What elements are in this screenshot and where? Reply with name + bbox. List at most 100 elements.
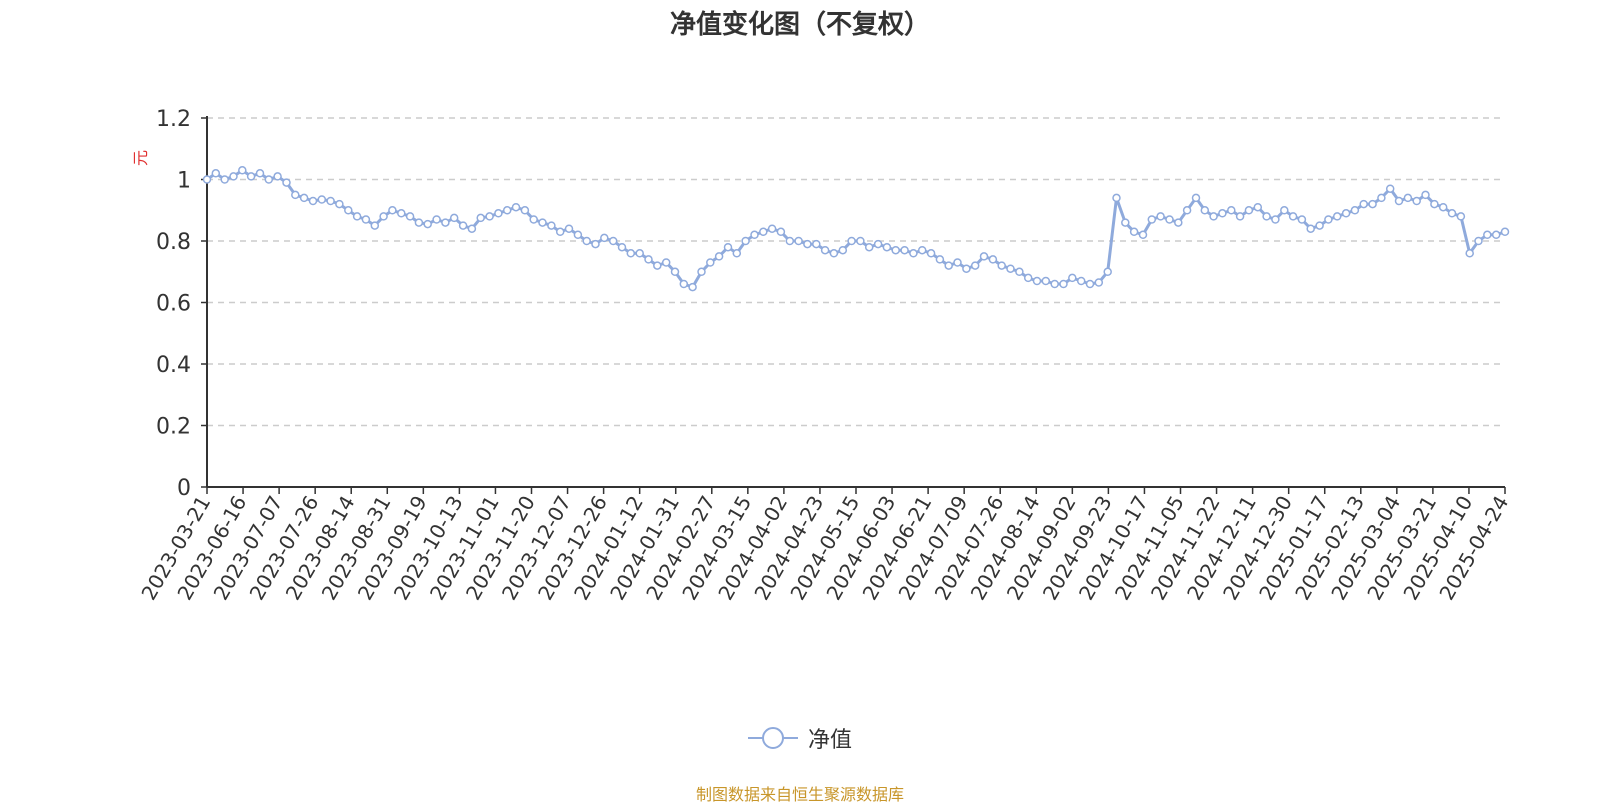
data-point[interactable]: [564, 224, 574, 233]
data-point[interactable]: [573, 230, 583, 240]
data-point[interactable]: [1085, 279, 1095, 289]
data-point[interactable]: [873, 239, 883, 249]
data-point[interactable]: [397, 209, 406, 218]
data-point[interactable]: [812, 239, 821, 249]
data-point[interactable]: [617, 242, 627, 252]
data-point[interactable]: [467, 224, 477, 233]
data-point[interactable]: [502, 206, 512, 215]
data-point[interactable]: [1076, 276, 1086, 286]
data-point[interactable]: [979, 252, 989, 261]
data-point[interactable]: [1359, 199, 1368, 209]
data-point[interactable]: [608, 236, 618, 246]
data-point[interactable]: [1403, 193, 1413, 203]
data-point[interactable]: [1121, 218, 1130, 227]
data-point[interactable]: [917, 245, 927, 255]
data-point[interactable]: [238, 166, 247, 175]
data-point[interactable]: [670, 267, 680, 277]
data-point[interactable]: [785, 236, 795, 246]
data-point[interactable]: [1059, 279, 1068, 289]
data-point[interactable]: [379, 212, 388, 221]
data-point[interactable]: [211, 169, 221, 178]
data-point[interactable]: [1165, 215, 1174, 224]
data-point[interactable]: [1394, 196, 1404, 206]
data-point[interactable]: [847, 236, 856, 246]
data-point[interactable]: [485, 212, 494, 221]
data-point[interactable]: [953, 258, 962, 267]
data-point[interactable]: [202, 175, 212, 184]
data-point[interactable]: [1227, 206, 1236, 215]
data-point[interactable]: [1271, 215, 1280, 224]
data-point[interactable]: [1200, 206, 1210, 215]
legend[interactable]: 净值: [0, 722, 1600, 756]
data-point[interactable]: [1456, 212, 1466, 221]
data-point[interactable]: [229, 172, 238, 181]
data-point[interactable]: [1324, 215, 1333, 224]
data-point[interactable]: [1421, 190, 1430, 200]
data-point[interactable]: [1112, 193, 1121, 203]
data-point[interactable]: [326, 196, 335, 206]
data-point[interactable]: [1306, 224, 1315, 233]
data-point[interactable]: [273, 172, 282, 181]
data-point[interactable]: [891, 245, 900, 255]
data-point[interactable]: [1209, 212, 1218, 221]
data-point[interactable]: [1474, 236, 1483, 246]
data-point[interactable]: [1182, 206, 1192, 215]
data-point[interactable]: [388, 206, 397, 215]
data-point[interactable]: [529, 215, 538, 224]
data-point[interactable]: [962, 264, 971, 273]
data-point[interactable]: [220, 175, 229, 184]
data-point[interactable]: [1023, 273, 1033, 283]
data-point[interactable]: [1156, 212, 1165, 221]
data-point[interactable]: [405, 212, 415, 221]
data-point[interactable]: [988, 255, 998, 264]
data-point[interactable]: [1235, 212, 1245, 221]
data-point[interactable]: [741, 236, 750, 246]
data-point[interactable]: [1341, 209, 1351, 218]
data-point[interactable]: [926, 249, 936, 258]
data-point[interactable]: [803, 239, 812, 249]
data-point[interactable]: [1350, 206, 1360, 215]
data-point[interactable]: [944, 261, 953, 270]
data-point[interactable]: [582, 236, 591, 246]
data-point[interactable]: [317, 195, 327, 204]
data-point[interactable]: [1385, 184, 1395, 193]
data-point[interactable]: [776, 227, 786, 237]
data-point[interactable]: [1068, 273, 1077, 283]
data-point[interactable]: [909, 249, 918, 258]
data-point[interactable]: [794, 236, 803, 246]
data-point[interactable]: [1500, 227, 1510, 237]
data-point[interactable]: [555, 227, 565, 237]
data-point[interactable]: [1103, 267, 1112, 277]
data-point[interactable]: [299, 193, 309, 203]
data-point[interactable]: [1332, 212, 1342, 221]
data-point[interactable]: [688, 282, 697, 292]
data-point[interactable]: [511, 202, 521, 212]
data-point[interactable]: [1465, 249, 1474, 258]
data-point[interactable]: [1015, 267, 1024, 277]
data-point[interactable]: [1138, 230, 1148, 240]
data-point[interactable]: [697, 267, 706, 277]
data-point[interactable]: [352, 212, 362, 221]
data-point[interactable]: [935, 255, 945, 264]
data-point[interactable]: [308, 196, 318, 206]
data-point[interactable]: [291, 190, 300, 200]
data-point[interactable]: [441, 218, 450, 227]
data-point[interactable]: [1483, 230, 1492, 240]
data-point[interactable]: [591, 239, 600, 249]
data-point[interactable]: [882, 242, 892, 252]
data-point[interactable]: [856, 236, 865, 246]
data-point[interactable]: [1288, 212, 1298, 221]
data-point[interactable]: [538, 218, 547, 227]
data-point[interactable]: [1094, 278, 1104, 287]
data-point[interactable]: [732, 249, 742, 258]
data-point[interactable]: [997, 261, 1006, 270]
data-point[interactable]: [644, 255, 653, 264]
data-point[interactable]: [1377, 193, 1386, 203]
data-point[interactable]: [1174, 218, 1183, 227]
data-point[interactable]: [1218, 209, 1227, 218]
data-point[interactable]: [1191, 193, 1201, 203]
data-point[interactable]: [635, 249, 644, 258]
data-point[interactable]: [829, 249, 839, 258]
data-point[interactable]: [282, 178, 291, 187]
data-point[interactable]: [520, 206, 530, 215]
